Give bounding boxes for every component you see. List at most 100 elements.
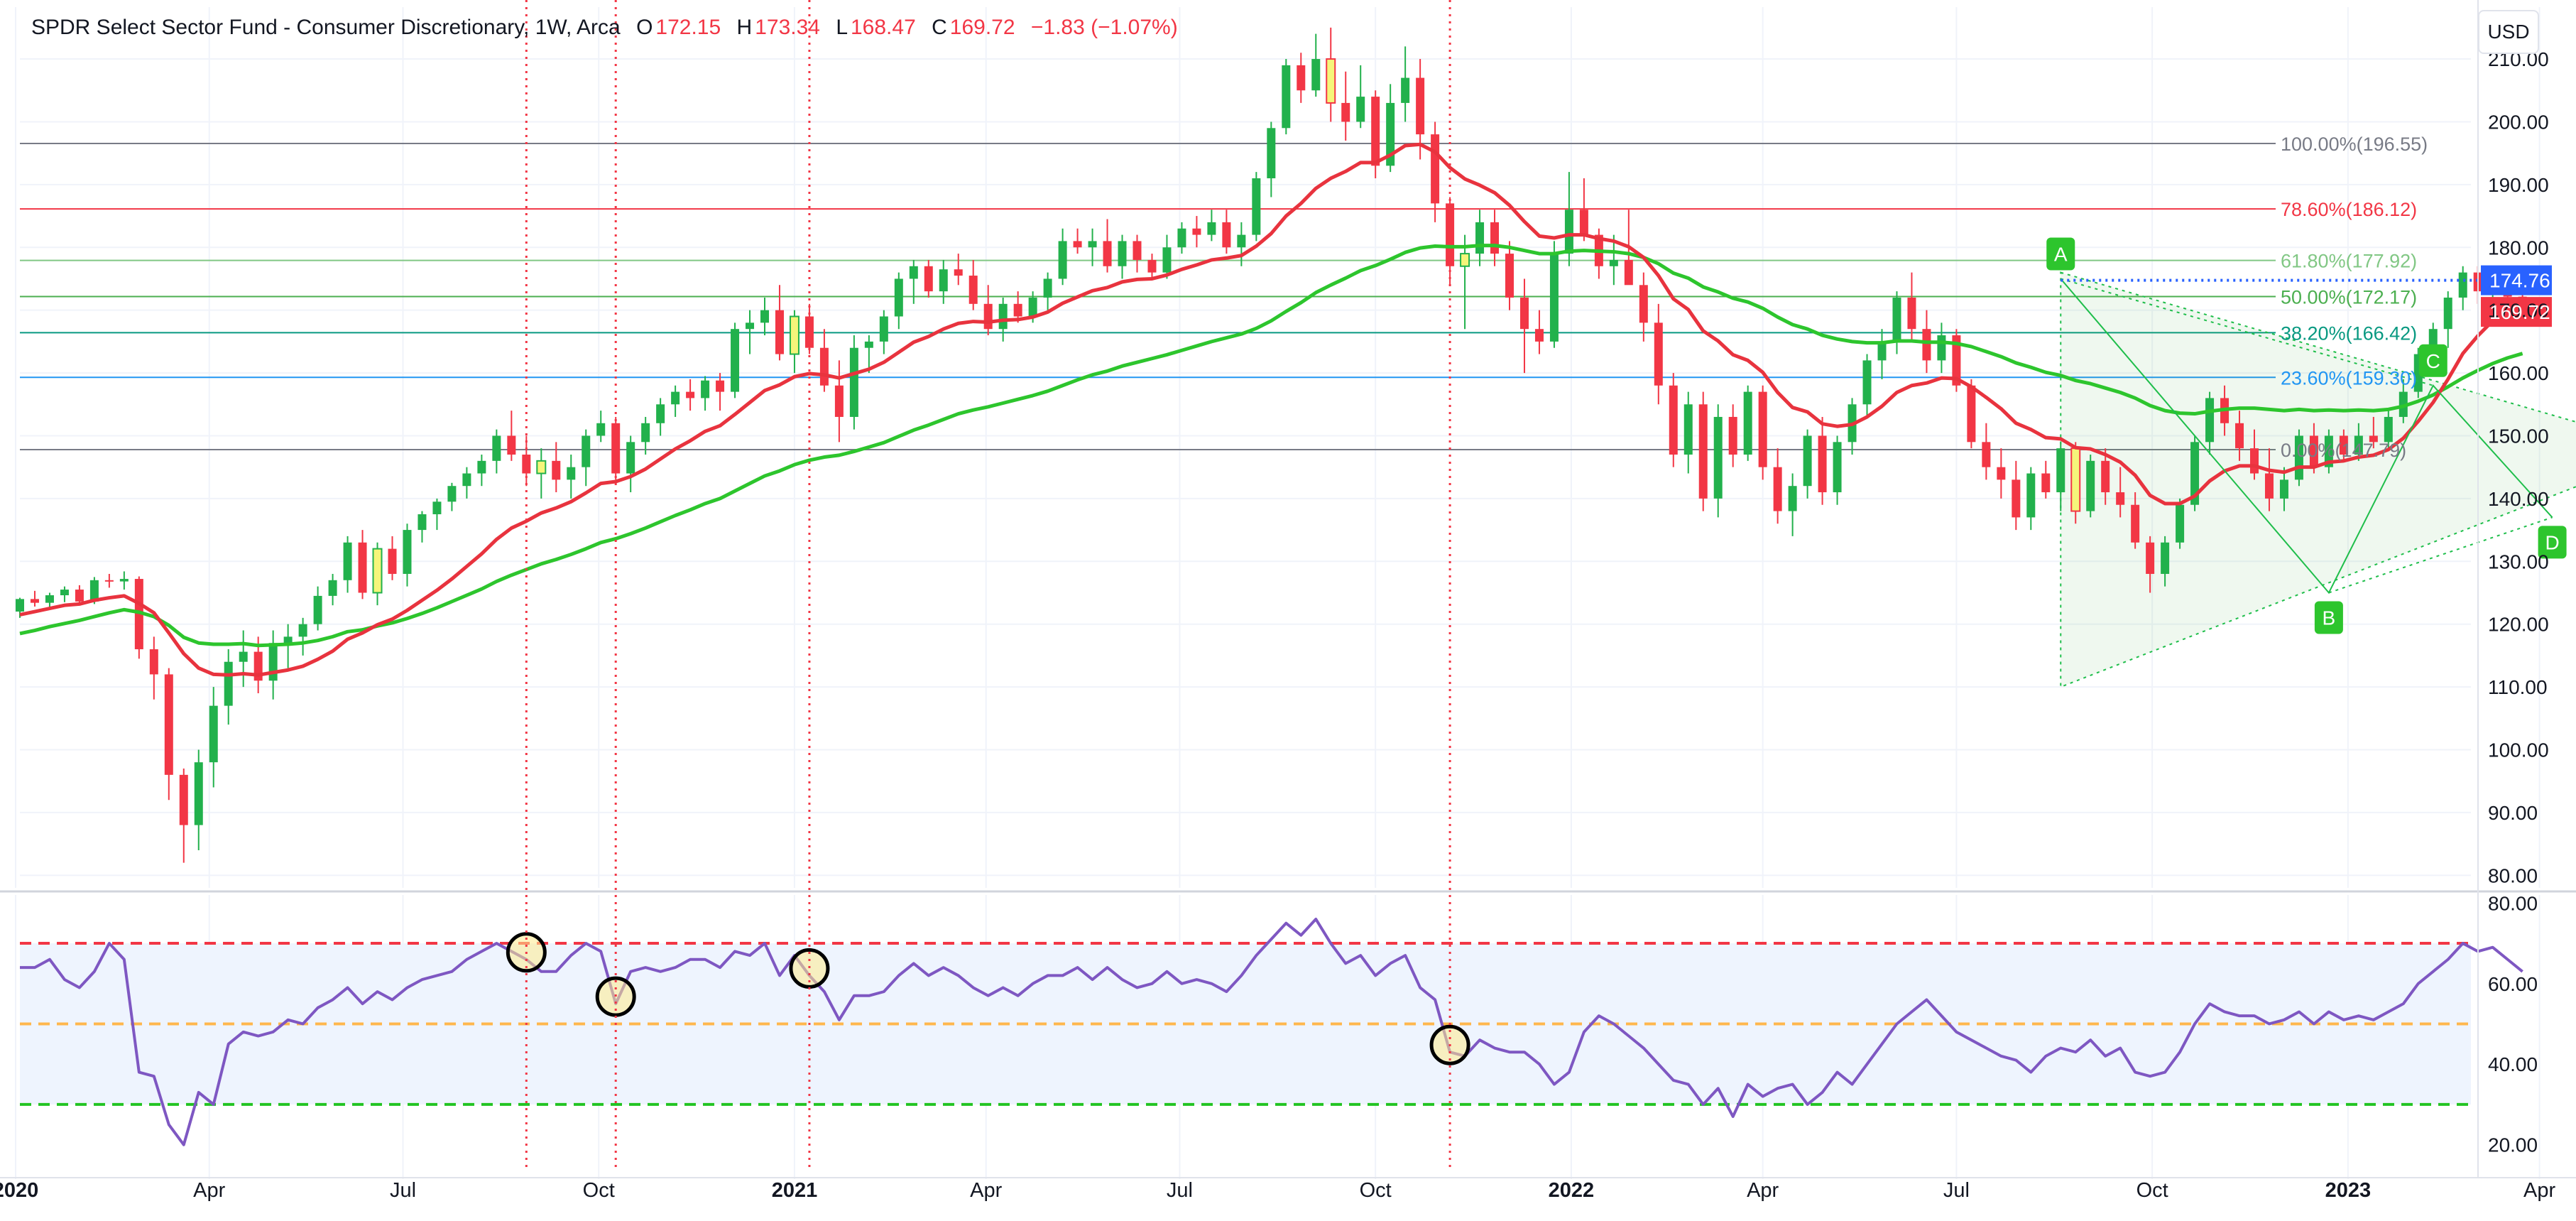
candle-body — [775, 310, 784, 354]
fib-level-label: 50.00%(172.17) — [2281, 286, 2417, 308]
candle-body — [1088, 241, 1097, 248]
candle-body — [1252, 178, 1261, 235]
candle-body — [2146, 542, 2155, 574]
candle-body — [954, 269, 963, 276]
candle-body — [1043, 278, 1052, 298]
price-axis-label: 190.00 — [2488, 174, 2549, 196]
candle-body — [746, 322, 755, 330]
low-value: 168.47 — [851, 16, 916, 39]
candle-body — [1460, 253, 1470, 267]
open-value: 172.15 — [655, 16, 721, 39]
currency-button[interactable]: USD — [2478, 10, 2539, 54]
time-axis-label: Jul — [390, 1179, 416, 1202]
time-axis-label: Apr — [1747, 1179, 1779, 1202]
candle-body — [1133, 241, 1142, 260]
candle-body — [641, 423, 650, 443]
candle-body — [536, 460, 547, 474]
candle-body — [16, 599, 24, 612]
candle-body — [417, 514, 427, 531]
candle-body — [2070, 447, 2081, 512]
price-axis-label: 200.00 — [2488, 111, 2549, 133]
candle-body — [596, 423, 606, 436]
candle-body — [909, 266, 918, 279]
candle-body — [1937, 335, 1946, 361]
time-axis-label: Oct — [1360, 1179, 1392, 1202]
candle-body — [1833, 442, 1842, 493]
candle-body — [1534, 329, 1544, 342]
candle-body — [1519, 297, 1529, 330]
candle-body — [894, 278, 903, 317]
candle-body — [1922, 329, 1931, 361]
time-axis-label: 2023 — [2325, 1179, 2372, 1202]
change-value: −1.83 (−1.07%) — [1030, 16, 1178, 39]
candle-body — [716, 380, 725, 392]
candle-body — [75, 590, 84, 602]
time-axis-label: Oct — [583, 1179, 615, 1202]
candle-body — [358, 542, 367, 593]
symbol-legend: SPDR Select Sector Fund - Consumer Discr… — [31, 16, 1178, 40]
fib-level-label: 78.60%(186.12) — [2281, 199, 2417, 220]
price-axis-label: 120.00 — [2488, 614, 2549, 636]
candle-body — [1997, 467, 2006, 480]
candle-body — [1505, 254, 1514, 298]
rsi-peak-circle — [789, 948, 830, 989]
candle-body — [2012, 479, 2021, 518]
fib-level-label: 23.60%(159.30) — [2281, 367, 2417, 389]
candle-body — [1416, 77, 1425, 135]
close-value: 169.72 — [949, 16, 1015, 39]
candle-body — [968, 276, 978, 304]
candle-body — [686, 391, 695, 398]
close-price-badge — [2481, 297, 2552, 327]
candle-body — [701, 380, 710, 398]
candle-body — [388, 548, 397, 574]
candle-body — [2041, 473, 2051, 493]
candle-body — [224, 661, 233, 706]
rsi-axis-label: 60.00 — [2488, 973, 2538, 995]
last-price-badge — [2481, 265, 2552, 295]
candle-body — [1118, 241, 1127, 266]
candle-body — [2398, 391, 2408, 417]
candle-body — [30, 599, 39, 603]
candle-body — [656, 404, 665, 423]
candle-body — [879, 316, 888, 342]
high-value: 173.34 — [755, 16, 820, 39]
candle-body — [1698, 404, 1708, 499]
abcd-point-label: D — [2545, 531, 2559, 553]
price-axis-label: 160.00 — [2488, 362, 2549, 384]
time-axis-label: Jul — [1943, 1179, 1970, 1202]
candle-body — [582, 435, 591, 467]
candle-body — [789, 315, 799, 355]
last-price-label: 174.76 — [2489, 270, 2550, 292]
candle-body — [567, 467, 576, 480]
candle-body — [1490, 222, 1500, 254]
candle-body — [313, 595, 322, 624]
candle-body — [1356, 97, 1365, 122]
candle-body — [552, 460, 561, 480]
candle-body — [1788, 486, 1797, 511]
candle-body — [1624, 259, 1633, 286]
candle-body — [343, 542, 352, 580]
candle-body — [1549, 254, 1559, 342]
candle-body — [1013, 303, 1022, 317]
close-label: C — [932, 16, 947, 39]
candle-body — [328, 580, 337, 596]
candle-body — [1743, 391, 1752, 455]
candle-body — [1311, 59, 1321, 91]
candle-body — [1609, 259, 1618, 266]
price-pane — [15, 7, 2576, 888]
candle-body — [1952, 335, 1961, 386]
price-axis-label: 180.00 — [2488, 237, 2549, 259]
candle-body — [372, 548, 383, 594]
candle-body — [1907, 297, 1916, 330]
price-axis-label: 170.00 — [2488, 300, 2549, 322]
candle-body — [626, 442, 635, 474]
candle-body — [1222, 222, 1231, 248]
abcd-point-label: B — [2323, 607, 2336, 629]
low-label: L — [836, 16, 848, 39]
candle-body — [432, 501, 442, 514]
candle-body — [760, 310, 769, 323]
time-axis-label: 2022 — [1549, 1179, 1595, 1202]
candle-body — [1475, 222, 1485, 254]
candle-body — [1431, 134, 1440, 204]
